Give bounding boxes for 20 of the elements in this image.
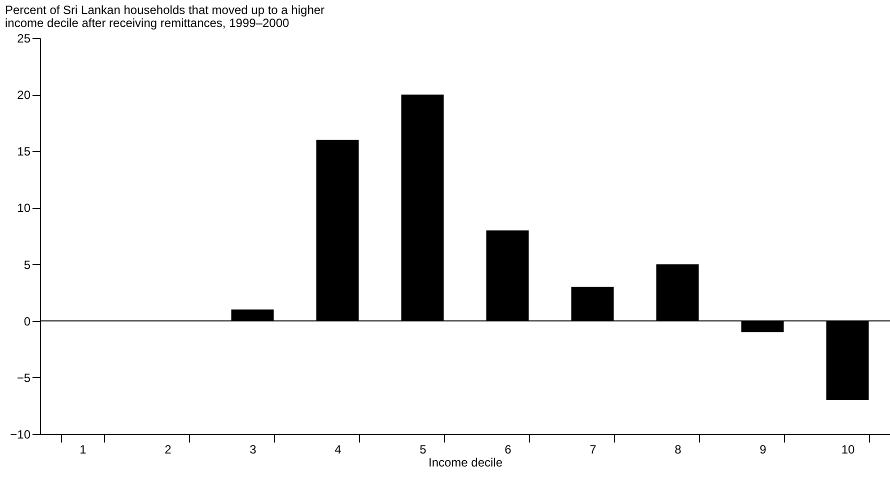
x-tick-label: 1 xyxy=(80,442,87,456)
x-tick-label: 7 xyxy=(590,442,597,456)
x-axis-title: Income decile xyxy=(428,456,503,470)
x-tick-label: 10 xyxy=(841,442,855,456)
y-tick-label: 5 xyxy=(24,258,31,272)
x-tick-label: 2 xyxy=(164,442,172,456)
y-tick-label: 15 xyxy=(17,144,31,159)
y-tick-label: 10 xyxy=(17,201,31,216)
y-tick-label: 0 xyxy=(24,314,31,328)
x-tick-label: 4 xyxy=(334,442,342,456)
x-tick-label: 6 xyxy=(504,442,512,456)
y-tick-label: −10 xyxy=(10,428,31,442)
x-tick-label: 5 xyxy=(420,442,427,456)
y-tick-label: −5 xyxy=(16,370,31,385)
y-tick-label: 20 xyxy=(17,88,31,102)
x-tick-label: 3 xyxy=(250,442,257,456)
chart-title: Percent of Sri Lankan households that moved up to a higher income decile after receiving remittances, 1999–2000 xyxy=(5,3,325,30)
x-tick-label: 8 xyxy=(674,442,682,456)
y-tick-label: 25 xyxy=(17,32,31,46)
x-tick-label: 9 xyxy=(760,442,767,456)
